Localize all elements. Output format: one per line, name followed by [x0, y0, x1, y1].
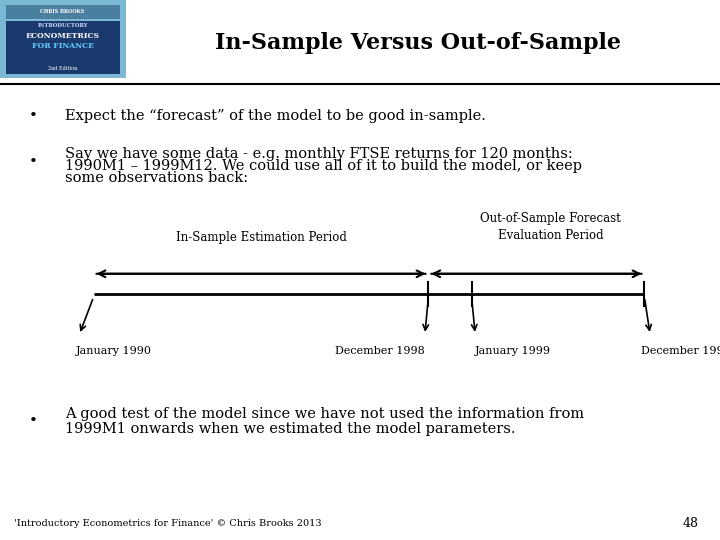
- FancyBboxPatch shape: [6, 5, 120, 19]
- Text: some observations back:: some observations back:: [65, 171, 248, 185]
- Text: 'Introductory Econometrics for Finance' © Chris Brooks 2013: 'Introductory Econometrics for Finance' …: [14, 519, 322, 528]
- Text: Out-of-Sample Forecast
Evaluation Period: Out-of-Sample Forecast Evaluation Period: [480, 212, 621, 242]
- Text: In-Sample Estimation Period: In-Sample Estimation Period: [176, 231, 346, 244]
- Text: •: •: [29, 414, 37, 428]
- Text: 1990M1 – 1999M12. We could use all of it to build the model, or keep: 1990M1 – 1999M12. We could use all of it…: [65, 159, 582, 173]
- Text: January 1999: January 1999: [475, 346, 552, 356]
- Text: A good test of the model since we have not used the information from: A good test of the model since we have n…: [65, 407, 584, 421]
- Text: INTRODUCTORY: INTRODUCTORY: [37, 23, 88, 29]
- FancyBboxPatch shape: [0, 0, 126, 78]
- Text: Expect the “forecast” of the model to be good in-sample.: Expect the “forecast” of the model to be…: [65, 109, 486, 123]
- Text: 1999M1 onwards when we estimated the model parameters.: 1999M1 onwards when we estimated the mod…: [65, 422, 516, 436]
- Text: 48: 48: [683, 517, 698, 530]
- Text: ECONOMETRICS: ECONOMETRICS: [26, 32, 99, 40]
- Text: •: •: [29, 155, 37, 169]
- Text: •: •: [29, 109, 37, 123]
- Text: January 1990: January 1990: [76, 346, 152, 356]
- Text: CHRIS BROOKS: CHRIS BROOKS: [40, 9, 85, 15]
- Text: December 1998: December 1998: [335, 346, 425, 356]
- Text: December 1999: December 1999: [641, 346, 720, 356]
- Text: FOR FINANCE: FOR FINANCE: [32, 42, 94, 50]
- FancyBboxPatch shape: [6, 21, 120, 74]
- Text: In-Sample Versus Out-of-Sample: In-Sample Versus Out-of-Sample: [215, 32, 621, 54]
- Text: Say we have some data - e.g. monthly FTSE returns for 120 months:: Say we have some data - e.g. monthly FTS…: [65, 147, 572, 161]
- Text: 2nd Edition: 2nd Edition: [48, 65, 77, 71]
